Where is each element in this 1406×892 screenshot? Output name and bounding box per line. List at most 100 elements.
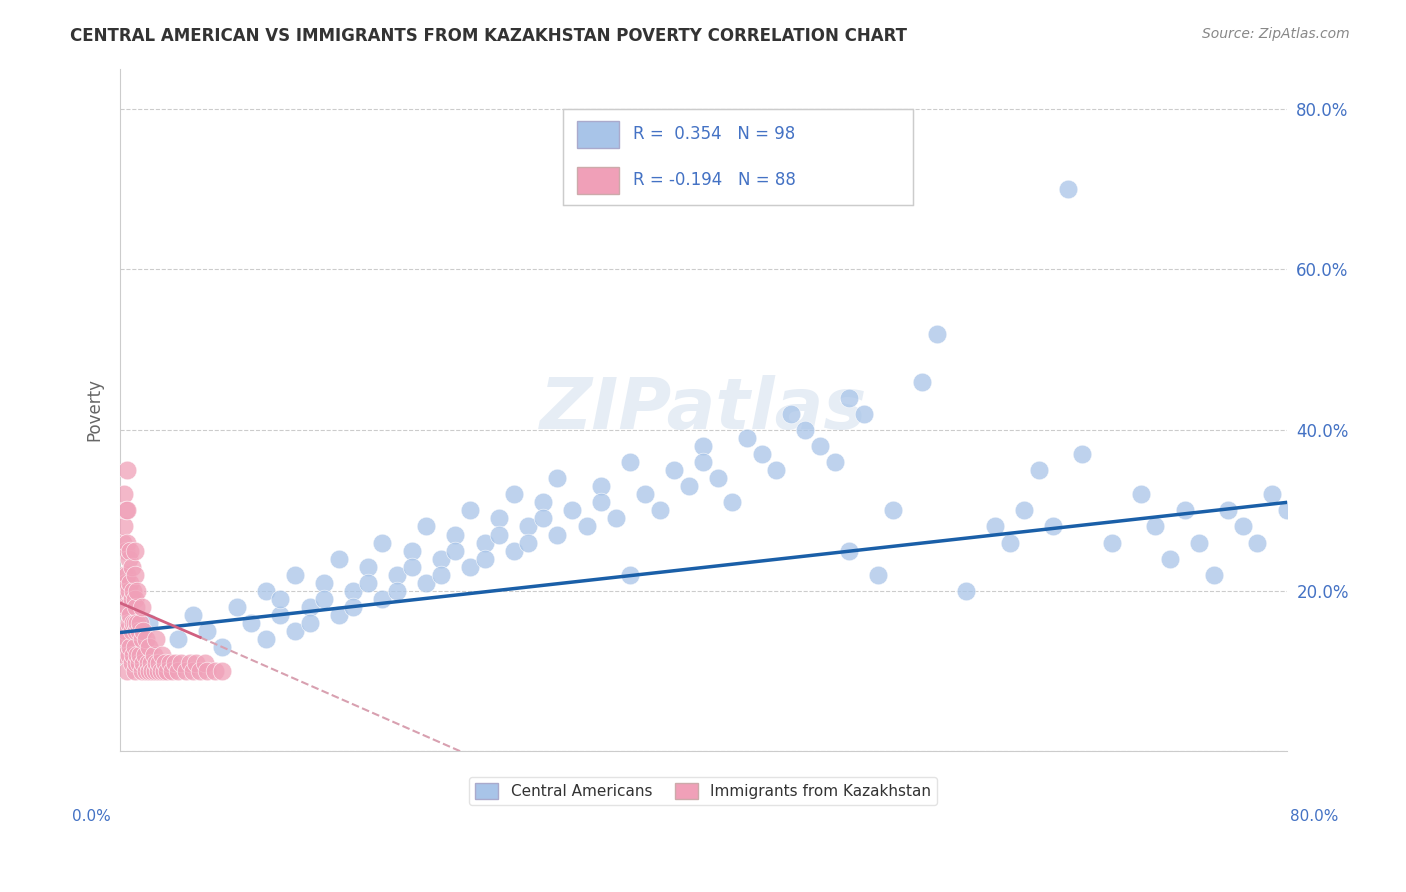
Point — [193, 656, 215, 670]
Point — [114, 543, 136, 558]
Point — [648, 503, 671, 517]
Point — [122, 615, 145, 630]
Point — [111, 535, 134, 549]
Text: ZIPatlas: ZIPatlas — [540, 376, 868, 444]
Point — [415, 575, 437, 590]
Point — [112, 567, 135, 582]
Point — [911, 375, 934, 389]
Point — [132, 624, 155, 638]
Point — [179, 656, 201, 670]
Point — [128, 656, 150, 670]
Point — [128, 624, 150, 638]
Point — [1218, 503, 1240, 517]
Point — [112, 519, 135, 533]
Point — [488, 527, 510, 541]
Point — [1071, 447, 1094, 461]
Point — [129, 615, 152, 630]
Point — [117, 567, 139, 582]
Point — [662, 463, 685, 477]
Point — [167, 632, 190, 646]
Point — [162, 664, 184, 678]
Point — [165, 656, 187, 670]
Point — [1232, 519, 1254, 533]
Point — [314, 575, 336, 590]
Point — [575, 519, 598, 533]
Point — [112, 648, 135, 662]
Point — [838, 543, 860, 558]
Point — [127, 615, 149, 630]
Point — [127, 583, 149, 598]
Point — [824, 455, 846, 469]
Point — [284, 567, 307, 582]
Point — [401, 559, 423, 574]
Point — [159, 656, 181, 670]
Point — [114, 575, 136, 590]
Point — [591, 495, 613, 509]
Point — [114, 503, 136, 517]
Point — [127, 648, 149, 662]
Point — [1275, 503, 1298, 517]
Point — [546, 471, 568, 485]
Point — [131, 599, 153, 614]
Point — [150, 648, 173, 662]
Point — [984, 519, 1007, 533]
Point — [474, 535, 496, 549]
Point — [385, 583, 408, 598]
Point — [284, 624, 307, 638]
Point — [254, 583, 277, 598]
Point — [138, 664, 160, 678]
Point — [134, 648, 156, 662]
Point — [1144, 519, 1167, 533]
Point — [152, 664, 174, 678]
Point — [561, 503, 583, 517]
Point — [721, 495, 744, 509]
Point — [174, 664, 197, 678]
Point — [692, 455, 714, 469]
Text: CENTRAL AMERICAN VS IMMIGRANTS FROM KAZAKHSTAN POVERTY CORRELATION CHART: CENTRAL AMERICAN VS IMMIGRANTS FROM KAZA… — [70, 27, 907, 45]
Point — [118, 551, 141, 566]
Point — [125, 624, 148, 638]
Point — [1261, 487, 1284, 501]
Point — [141, 664, 163, 678]
Point — [181, 664, 204, 678]
Point — [121, 559, 143, 574]
Point — [149, 664, 172, 678]
Point — [328, 551, 350, 566]
Point — [385, 567, 408, 582]
Point — [125, 656, 148, 670]
Point — [868, 567, 890, 582]
Point — [502, 543, 524, 558]
Point — [117, 599, 139, 614]
Point — [735, 431, 758, 445]
Point — [838, 391, 860, 405]
Point — [1246, 535, 1268, 549]
Point — [145, 632, 167, 646]
Point — [184, 656, 207, 670]
Point — [357, 575, 380, 590]
Point — [925, 326, 948, 341]
Point — [117, 463, 139, 477]
Point — [269, 607, 291, 622]
Point — [122, 648, 145, 662]
Point — [458, 559, 481, 574]
Point — [124, 567, 146, 582]
Point — [170, 656, 193, 670]
Point — [124, 543, 146, 558]
Point — [517, 519, 540, 533]
Point — [181, 607, 204, 622]
Point — [546, 527, 568, 541]
Point — [1012, 503, 1035, 517]
Point — [444, 543, 467, 558]
Point — [117, 503, 139, 517]
Point — [328, 607, 350, 622]
Point — [120, 607, 142, 622]
Point — [605, 511, 627, 525]
Point — [121, 591, 143, 606]
Point — [634, 487, 657, 501]
Point — [371, 535, 394, 549]
Point — [204, 664, 226, 678]
Point — [124, 664, 146, 678]
Point — [146, 664, 169, 678]
Point — [1173, 503, 1195, 517]
Point — [1188, 535, 1211, 549]
